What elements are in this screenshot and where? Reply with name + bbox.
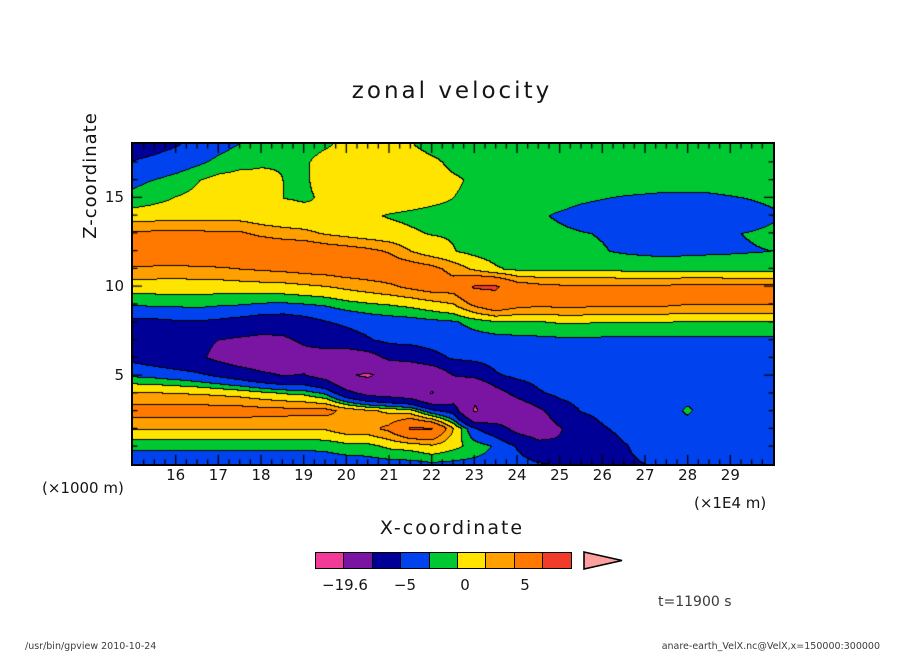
colorbar-overflow-arrow-icon xyxy=(583,551,623,570)
y-axis-unit: (×1000 m) xyxy=(42,479,124,497)
x-tick-label: 25 xyxy=(550,466,570,484)
colorbar-level-label: −19.6 xyxy=(322,576,368,594)
y-tick-label: 10 xyxy=(104,277,124,296)
x-tick-label: 18 xyxy=(251,466,271,484)
y-tick-label: 5 xyxy=(114,366,124,385)
colorbar-segment xyxy=(371,552,402,569)
x-tick-label: 23 xyxy=(464,466,484,484)
contour-plot-canvas xyxy=(133,144,773,464)
x-tick-label: 22 xyxy=(422,466,442,484)
x-tick-label: 20 xyxy=(336,466,356,484)
colorbar-level-label: 0 xyxy=(460,576,470,594)
footer-command-text: /usr/bin/gpview 2010-10-24 xyxy=(25,641,157,652)
y-tick-label: 15 xyxy=(104,188,124,207)
x-tick-label: 24 xyxy=(507,466,527,484)
plot-area xyxy=(131,142,775,466)
x-tick-label: 21 xyxy=(379,466,399,484)
colorbar-segment xyxy=(457,552,488,569)
x-tick-label: 26 xyxy=(592,466,612,484)
colorbar-segment xyxy=(513,552,544,569)
colorbar-segment xyxy=(315,552,345,569)
colorbar-level-label: −5 xyxy=(393,576,417,594)
colorbar-segment xyxy=(542,552,573,569)
colorbar: −19.6 −5 0 5 xyxy=(315,551,623,594)
colorbar-level-label: 5 xyxy=(520,576,530,594)
page-title: zonal velocity xyxy=(351,78,553,104)
x-axis-label: X-coordinate xyxy=(379,517,525,539)
footer-dataset-text: anare-earth_VelX.nc@VelX,x=150000:300000 xyxy=(661,641,880,652)
colorbar-segment xyxy=(343,552,374,569)
colorbar-segment xyxy=(428,552,459,569)
x-axis-unit: (×1E4 m) xyxy=(694,494,767,512)
x-tick-label: 16 xyxy=(166,466,186,484)
colorbar-segment xyxy=(400,552,431,569)
x-tick-label: 17 xyxy=(208,466,228,484)
x-tick-label: 27 xyxy=(635,466,655,484)
x-tick-label: 28 xyxy=(678,466,698,484)
x-tick-label: 19 xyxy=(294,466,314,484)
colorbar-segments xyxy=(315,552,573,569)
x-tick-label: 29 xyxy=(720,466,740,484)
time-annotation: t=11900 s xyxy=(658,594,732,610)
colorbar-segment xyxy=(485,552,516,569)
